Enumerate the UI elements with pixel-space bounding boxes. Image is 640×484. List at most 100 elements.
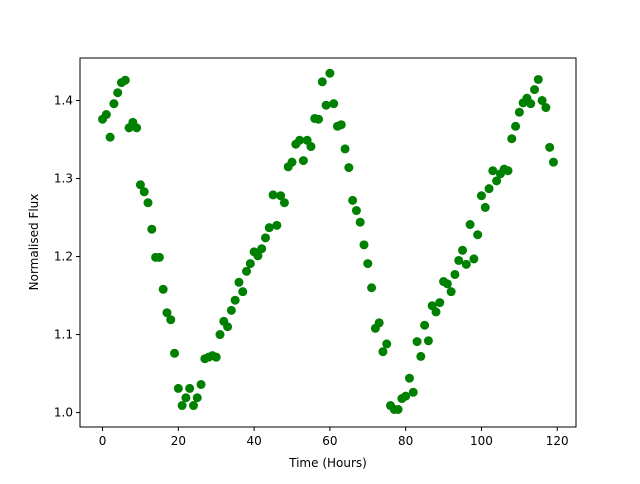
point <box>480 202 490 212</box>
point <box>416 351 426 361</box>
point <box>355 217 365 227</box>
point <box>215 330 225 340</box>
point <box>181 393 191 403</box>
point <box>465 220 475 230</box>
point <box>382 339 392 349</box>
point <box>374 318 384 328</box>
y-tick-label: 1.1 <box>54 328 73 342</box>
point <box>329 99 339 109</box>
point <box>101 110 111 120</box>
point <box>367 283 377 293</box>
point <box>158 284 168 294</box>
point <box>287 157 297 167</box>
point <box>408 387 418 397</box>
y-tick-label: 1.0 <box>54 406 73 420</box>
point <box>245 259 255 269</box>
point <box>234 277 244 287</box>
point <box>378 347 388 357</box>
point <box>211 352 221 362</box>
point <box>420 320 430 330</box>
y-tick-label: 1.2 <box>54 250 73 264</box>
point <box>431 307 441 317</box>
point <box>514 107 524 117</box>
point <box>503 166 513 176</box>
point <box>541 103 551 113</box>
y-axis-label: Normalised Flux <box>27 194 41 291</box>
point <box>545 142 555 152</box>
point <box>533 74 543 84</box>
point <box>507 134 517 144</box>
point <box>348 195 358 205</box>
point <box>423 336 433 346</box>
point <box>404 373 414 383</box>
point <box>314 114 324 124</box>
point <box>196 379 206 389</box>
point <box>139 187 149 197</box>
point <box>351 206 361 216</box>
point <box>511 121 521 131</box>
point <box>454 255 464 265</box>
point <box>264 223 274 233</box>
x-tick-label: 40 <box>246 434 261 448</box>
point <box>359 240 369 250</box>
point <box>306 142 316 152</box>
point <box>488 166 498 176</box>
x-tick-label: 100 <box>470 434 493 448</box>
point <box>461 259 471 269</box>
point <box>132 123 142 133</box>
y-tick-label: 1.3 <box>54 172 73 186</box>
point <box>135 180 145 190</box>
point <box>363 259 373 269</box>
point <box>276 191 286 201</box>
point <box>473 230 483 240</box>
point <box>492 176 502 186</box>
x-tick-label: 20 <box>171 434 186 448</box>
point <box>450 269 460 279</box>
point <box>412 337 422 347</box>
point <box>526 99 536 109</box>
x-axis-label: Time (Hours) <box>288 456 367 470</box>
point <box>154 252 164 262</box>
point <box>109 99 119 109</box>
point <box>336 120 346 130</box>
point <box>253 251 263 261</box>
point <box>442 279 452 289</box>
point <box>340 144 350 154</box>
point <box>279 198 289 208</box>
point <box>173 383 183 393</box>
x-tick-label: 60 <box>322 434 337 448</box>
plot-frame <box>79 57 577 428</box>
point <box>170 348 180 358</box>
point <box>446 287 456 297</box>
point <box>162 308 172 318</box>
point <box>476 191 486 201</box>
y-tick-label: 1.4 <box>54 94 73 108</box>
x-tick-label: 80 <box>398 434 413 448</box>
point <box>238 287 248 297</box>
point <box>166 315 176 325</box>
point <box>113 88 123 98</box>
point <box>177 401 187 411</box>
point <box>393 404 403 414</box>
point <box>530 85 540 95</box>
x-tick-label: 0 <box>99 434 107 448</box>
point <box>458 245 468 255</box>
point <box>537 96 547 106</box>
point <box>272 220 282 230</box>
point <box>230 295 240 305</box>
point <box>105 132 115 142</box>
point <box>401 391 411 401</box>
point <box>260 233 270 243</box>
point <box>268 190 278 200</box>
point <box>120 75 130 85</box>
point <box>484 184 494 194</box>
point <box>295 135 305 145</box>
point <box>469 254 479 264</box>
point <box>325 68 335 78</box>
point <box>185 383 195 393</box>
point <box>226 305 236 315</box>
point <box>298 156 308 166</box>
point <box>223 322 233 332</box>
x-tick-label: 120 <box>546 434 569 448</box>
